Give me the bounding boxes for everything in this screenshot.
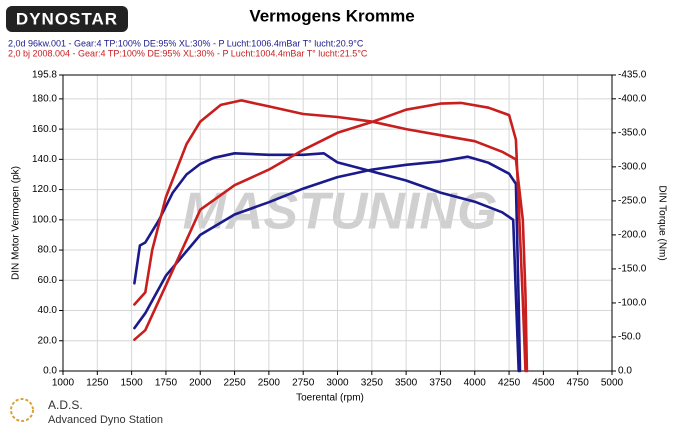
x-tick-label: 4500 [532, 378, 555, 389]
x-tick-label: 1000 [52, 378, 75, 389]
footer-title: A.D.S. [48, 398, 83, 412]
y2-tick-label: 0.0 [618, 366, 632, 377]
x-tick-label: 2000 [189, 378, 212, 389]
x-tick-label: 2750 [292, 378, 315, 389]
x-tick-label: 4750 [567, 378, 590, 389]
chart-title: Vermogens Kromme [249, 6, 414, 25]
y-tick-label: 100.0 [32, 214, 57, 225]
y2-tick-label: -250.0 [618, 196, 647, 207]
x-axis-label: Toerental (rpm) [296, 393, 364, 404]
run-info: 2,0 bj 2008.004 - Gear:4 TP:100% DE:95% … [8, 48, 368, 58]
y-tick-label: 20.0 [38, 335, 58, 346]
x-tick-label: 3750 [429, 378, 452, 389]
x-tick-label: 1250 [86, 378, 109, 389]
y2-tick-label: -150.0 [618, 264, 647, 275]
x-tick-label: 4250 [498, 378, 521, 389]
x-tick-label: 2500 [258, 378, 281, 389]
y-tick-label: 180.0 [32, 94, 57, 105]
y2-tick-label: -400.0 [618, 93, 647, 104]
y-tick-label: 80.0 [38, 245, 58, 256]
x-tick-label: 5000 [601, 378, 624, 389]
y2-tick-label: -200.0 [618, 230, 647, 241]
footer-subtitle: Advanced Dyno Station [48, 414, 163, 426]
plot-frame [62, 74, 613, 372]
y-tick-label: 140.0 [32, 154, 57, 165]
y2-tick-label: -50.0 [618, 332, 641, 343]
y-tick-label: 0.0 [43, 366, 57, 377]
x-tick-label: 1750 [155, 378, 178, 389]
y2-tick-label: -300.0 [618, 162, 647, 173]
x-tick-label: 3000 [326, 378, 349, 389]
y2-tick-label: -350.0 [618, 127, 647, 138]
y-tick-label: 195.8 [32, 70, 57, 81]
y-tick-label: 40.0 [38, 305, 58, 316]
run-info: 2,0d 96kw.001 - Gear:4 TP:100% DE:95% XL… [8, 38, 364, 48]
y2-axis-label: DIN Torque (Nm) [656, 185, 667, 260]
logo-box [6, 6, 128, 32]
watermark: MASTUNING [183, 183, 498, 241]
x-tick-label: 2250 [223, 378, 246, 389]
logo: DYNOSTAR [16, 9, 118, 28]
series-line [133, 101, 527, 373]
y-tick-label: 120.0 [32, 184, 57, 195]
x-tick-label: 4000 [464, 378, 487, 389]
y-axis-label: DIN Motor Vermogen (pk) [11, 166, 22, 280]
series-line [133, 99, 529, 373]
x-tick-label: 1500 [121, 378, 144, 389]
y-tick-label: 160.0 [32, 124, 57, 135]
y2-tick-label: -435.0 [618, 70, 647, 81]
y-tick-label: 60.0 [38, 275, 58, 286]
series-line [133, 155, 522, 373]
footer-icon [10, 398, 34, 422]
x-tick-label: 3500 [395, 378, 418, 389]
x-tick-label: 3250 [361, 378, 384, 389]
y2-tick-label: -100.0 [618, 298, 647, 309]
